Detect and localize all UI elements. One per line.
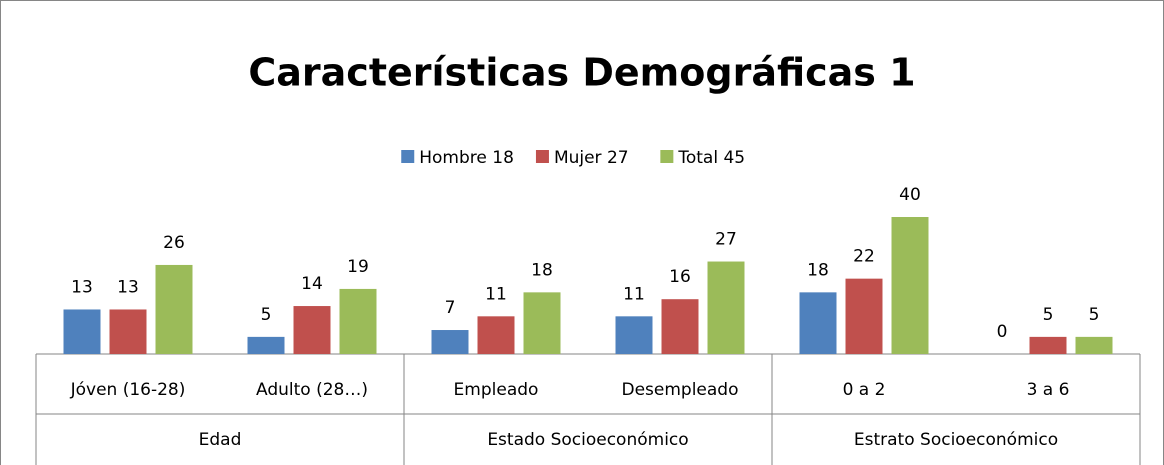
- bar: [707, 261, 745, 354]
- data-label: 16: [669, 267, 691, 287]
- legend-swatch: [660, 150, 674, 163]
- legend-label: Total 45: [677, 148, 745, 168]
- bar: [155, 264, 193, 354]
- data-label: 5: [1089, 305, 1100, 325]
- bar: [799, 292, 837, 354]
- bar: [891, 217, 929, 354]
- data-label: 27: [715, 230, 737, 250]
- bar: [845, 278, 883, 354]
- bar: [293, 306, 331, 354]
- bar: [1075, 336, 1113, 354]
- data-label: 0: [997, 322, 1008, 342]
- bar: [247, 336, 285, 354]
- x-tick-label: Desempleado: [621, 380, 738, 400]
- data-label: 22: [853, 247, 875, 267]
- data-label: 13: [71, 277, 93, 297]
- data-label: 7: [445, 298, 456, 318]
- x-tick-label: Empleado: [454, 380, 539, 400]
- data-label: 14: [301, 274, 323, 294]
- bar: [1029, 336, 1067, 354]
- x-tick-label: Jóven (16-28): [70, 380, 186, 400]
- x-tick-label: 3 a 6: [1027, 380, 1070, 400]
- group-label: Edad: [199, 430, 242, 450]
- bar: [63, 309, 101, 354]
- chart-title: Características Demográficas 1: [248, 51, 915, 95]
- bar: [477, 316, 515, 354]
- legend-swatch: [535, 150, 549, 163]
- data-label: 13: [117, 277, 139, 297]
- bar: [431, 330, 469, 354]
- data-label: 18: [807, 260, 829, 280]
- bar: [339, 288, 377, 354]
- bar: [523, 292, 561, 354]
- x-tick-label: Adulto (28…): [256, 380, 368, 400]
- x-tick-label: 0 a 2: [843, 380, 886, 400]
- legend-label: Mujer 27: [554, 148, 629, 168]
- data-label: 40: [899, 185, 921, 205]
- data-label: 11: [623, 284, 645, 304]
- bar: [615, 316, 653, 354]
- legend-label: Hombre 18: [419, 148, 514, 168]
- data-label: 18: [531, 260, 553, 280]
- data-label: 11: [485, 284, 507, 304]
- bar: [661, 299, 699, 354]
- data-label: 26: [163, 233, 185, 253]
- bar: [109, 309, 147, 354]
- group-label: Estado Socioeconómico: [487, 430, 688, 450]
- data-label: 5: [261, 305, 272, 325]
- group-label: Estrato Socioeconómico: [854, 430, 1058, 450]
- legend-swatch: [401, 150, 415, 163]
- data-label: 19: [347, 257, 369, 277]
- data-label: 5: [1043, 305, 1054, 325]
